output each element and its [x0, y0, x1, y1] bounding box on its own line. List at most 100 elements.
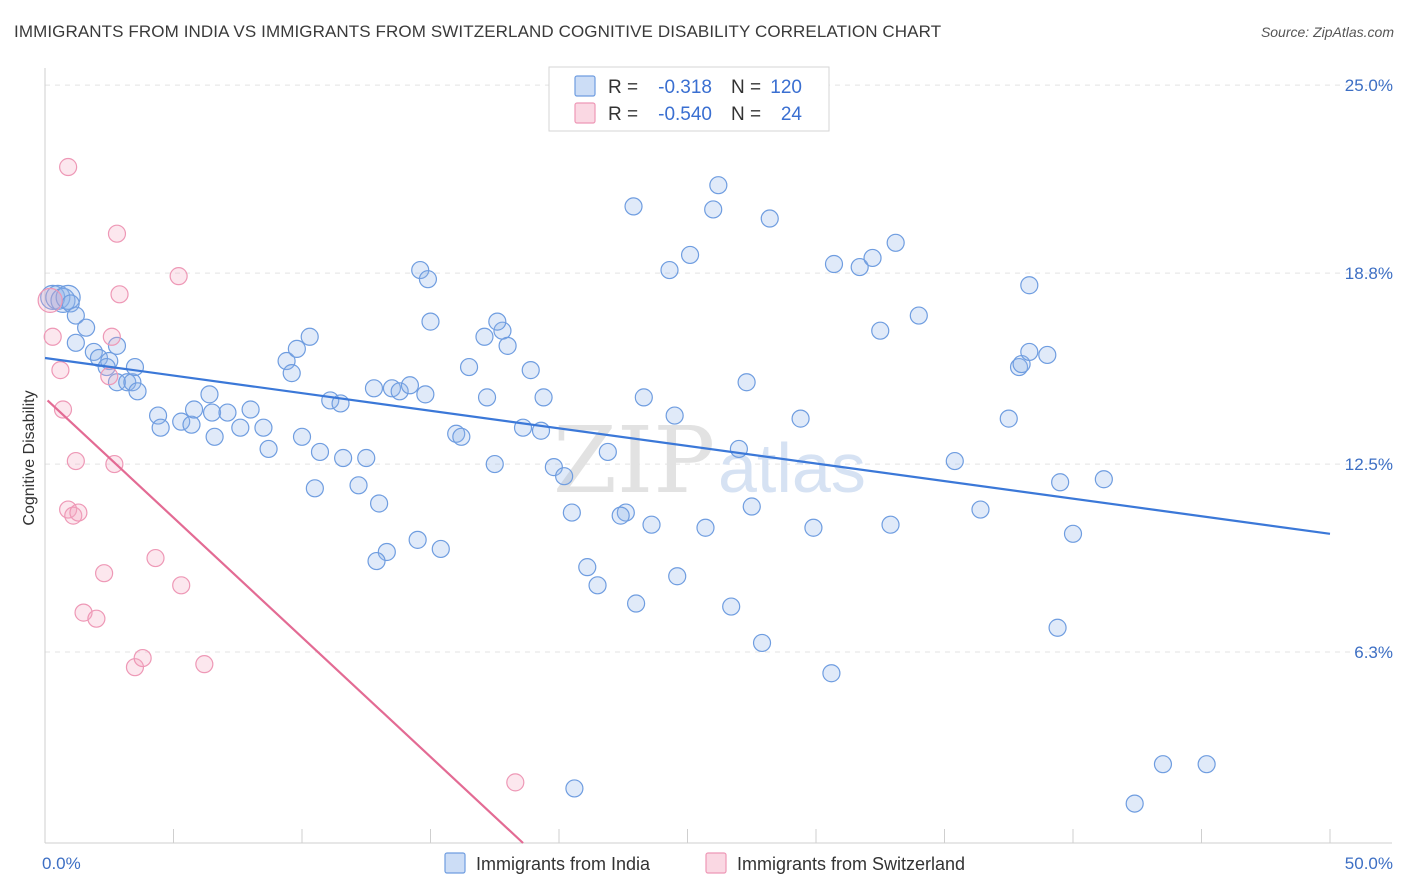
data-point — [205, 427, 224, 446]
data-point — [416, 385, 435, 404]
data-point — [871, 321, 890, 340]
data-point — [292, 427, 312, 446]
data-point — [945, 451, 964, 471]
data-point — [89, 348, 109, 368]
data-point — [909, 306, 928, 325]
data-point — [431, 539, 450, 559]
gridlines — [45, 84, 1392, 653]
y-axis-label: Cognitive Disability — [21, 390, 38, 525]
data-point — [357, 448, 376, 468]
legend-r-label-switzerland: R = — [608, 104, 638, 125]
data-point — [722, 597, 741, 616]
data-point — [51, 361, 70, 380]
data-point — [146, 548, 165, 568]
data-point — [305, 479, 324, 498]
data-point — [128, 382, 147, 401]
data-point — [804, 518, 823, 537]
data-point — [742, 497, 761, 516]
data-point — [611, 506, 630, 525]
data-point — [59, 157, 78, 177]
data-point — [665, 406, 684, 425]
data-point — [634, 388, 653, 407]
data-point — [172, 412, 191, 431]
data-point — [1094, 470, 1113, 489]
data-point — [459, 357, 479, 377]
data-point — [66, 451, 85, 471]
data-point — [752, 633, 772, 653]
y-tick-label: 25.0% — [1345, 76, 1393, 95]
legend-n-value-switzerland: 24 — [781, 104, 803, 125]
data-point — [123, 373, 142, 392]
data-point — [506, 773, 525, 792]
data-point — [616, 503, 635, 522]
legend-bottom-label-switzerland: Immigrants from Switzerland — [737, 854, 965, 874]
data-point — [475, 327, 494, 346]
y-tick-label: 6.3% — [1354, 643, 1393, 662]
data-point — [886, 233, 905, 252]
data-point — [626, 594, 646, 613]
data-point — [477, 388, 497, 407]
data-point — [999, 409, 1018, 428]
data-point — [1020, 276, 1039, 295]
data-point — [1009, 357, 1029, 377]
data-point — [69, 503, 88, 522]
data-point — [200, 385, 219, 404]
data-point — [863, 248, 882, 268]
legend-n-label-switzerland: N = — [731, 104, 761, 125]
legend-r-value-india: -0.318 — [658, 77, 712, 98]
data-point — [729, 439, 749, 459]
data-point — [367, 551, 386, 571]
data-point — [1153, 755, 1173, 774]
data-point — [680, 245, 700, 265]
data-point — [300, 327, 319, 346]
data-point — [107, 336, 127, 355]
watermark-zip: ZIP — [553, 407, 715, 514]
data-point — [110, 285, 129, 304]
data-point — [172, 576, 191, 595]
data-point — [791, 409, 810, 428]
data-point — [125, 357, 145, 377]
data-point — [1048, 618, 1067, 637]
data-point — [95, 564, 114, 583]
data-point — [737, 373, 756, 392]
chart-title: IMMIGRANTS FROM INDIA VS IMMIGRANTS FROM… — [14, 22, 942, 41]
data-point — [241, 400, 260, 419]
data-point — [660, 260, 679, 280]
data-point — [364, 379, 384, 398]
data-point — [822, 664, 841, 683]
trend-lines — [44, 356, 1331, 844]
axes — [44, 68, 1392, 844]
data-point — [447, 424, 466, 443]
data-point — [64, 506, 83, 525]
data-point — [218, 403, 237, 422]
legend-bottom-label-india: Immigrants from India — [476, 854, 651, 874]
y-tick-label: 18.8% — [1345, 264, 1393, 283]
legend-bottom-swatch-switzerland — [705, 852, 727, 874]
data-point — [310, 442, 330, 462]
data-point — [421, 312, 440, 331]
data-point — [87, 609, 106, 628]
data-point — [254, 418, 273, 437]
data-point — [125, 658, 145, 677]
watermark: ZIP atlas — [553, 407, 866, 514]
data-point — [1051, 473, 1070, 492]
y-tick-labels: 6.3% 12.5% 18.8% 25.0% — [1345, 76, 1393, 662]
data-point — [66, 306, 85, 325]
data-point — [133, 648, 152, 668]
x-tick-label: 0.0% — [42, 854, 81, 873]
data-point — [1020, 342, 1039, 362]
trend-line — [44, 356, 1331, 535]
data-point — [100, 367, 119, 386]
data-point — [43, 327, 62, 346]
data-point — [668, 567, 687, 586]
data-point — [377, 542, 396, 562]
legend-series: Immigrants from India Immigrants from Sw… — [444, 852, 965, 874]
data-point — [334, 448, 353, 468]
legend-box — [548, 66, 830, 132]
data-point — [408, 530, 427, 549]
data-point — [259, 439, 278, 459]
data-point — [709, 176, 728, 195]
data-point — [184, 400, 204, 419]
legend-n-value-india: 120 — [770, 77, 802, 98]
data-point — [53, 400, 73, 419]
